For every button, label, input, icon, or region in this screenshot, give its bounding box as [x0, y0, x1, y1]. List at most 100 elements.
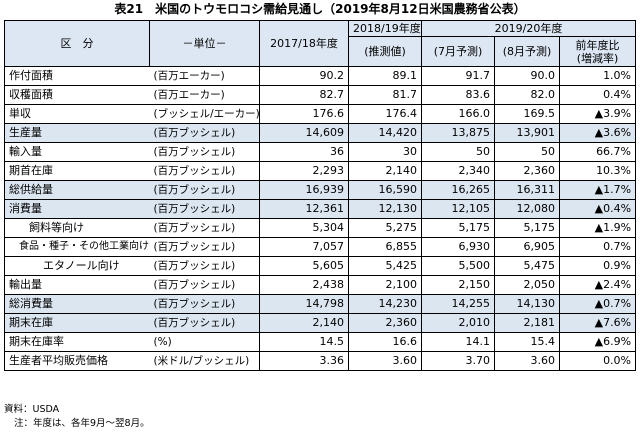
value-2018: 6,855	[348, 237, 422, 257]
change-label-2: (増減率)	[576, 51, 619, 65]
row-label: エタノール向け	[4, 256, 150, 276]
table-row: 食品・種子・その他工業向け (百万ブッシェル) 7,057 6,855 6,93…	[4, 237, 637, 257]
value-jul: 2,010	[421, 313, 495, 333]
value-jul: 166.0	[421, 104, 495, 124]
change-label-1: 前年度比	[575, 38, 620, 52]
header-row-1: 区 分 －単位－ 2017/18年度 2018/19年度 2019/20年度	[4, 20, 637, 67]
subheader-aug-forecast: (8月予測)	[494, 36, 560, 67]
row-label: 食品・種子・その他工業向け	[4, 237, 150, 257]
value-change: ▲3.6%	[558, 123, 637, 143]
kubun-header: 区 分	[4, 20, 150, 67]
value-jul: 2,340	[421, 161, 495, 181]
row-unit: (百万エーカー)	[149, 85, 260, 105]
table-row: 単収 (ブッシェル/エーカー) 176.6 176.4 166.0 169.5 …	[4, 104, 637, 124]
value-jul: 14.1	[421, 332, 495, 352]
header-2017: 2017/18年度	[259, 20, 349, 67]
value-jul: 83.6	[421, 85, 495, 105]
value-jul: 13,875	[421, 123, 495, 143]
table-row: 消費量 (百万ブッシェル) 12,361 12,130 12,105 12,08…	[4, 199, 637, 219]
value-2017: 36	[259, 142, 349, 162]
row-unit: (百万ブッシェル)	[149, 142, 260, 162]
value-jul: 3.70	[421, 351, 495, 371]
value-change: ▲7.6%	[558, 313, 637, 333]
header-row-2: (推測値) (7月予測) (8月予測) 前年度比 (増減率)	[5, 36, 637, 67]
value-change: 0.0%	[558, 351, 637, 371]
row-unit: (百万ブッシェル)	[149, 275, 260, 295]
subheader-2018-estimate: (推測値)	[348, 36, 422, 67]
header-2019: 2019/20年度	[420, 20, 637, 37]
value-2017: 82.7	[259, 85, 349, 105]
value-change: ▲1.7%	[558, 180, 637, 200]
table-row: 期末在庫 (百万ブッシェル) 2,140 2,360 2,010 2,181 ▲…	[4, 313, 637, 333]
value-2017: 176.6	[259, 104, 349, 124]
row-unit: (ブッシェル/エーカー)	[149, 104, 260, 124]
subheader-jul-forecast: (7月予測)	[421, 36, 495, 67]
row-label: 単収	[4, 104, 150, 124]
row-unit: (百万ブッシェル)	[149, 294, 260, 314]
value-aug: 2,181	[494, 313, 560, 333]
row-label: 期末在庫	[4, 313, 150, 333]
value-jul: 91.7	[421, 66, 495, 86]
value-2017: 5,605	[259, 256, 349, 276]
value-2018: 81.7	[348, 85, 422, 105]
source-note: 資料：USDA	[4, 404, 60, 415]
value-2018: 5,275	[348, 218, 422, 238]
value-2017: 90.2	[259, 66, 349, 86]
value-change: ▲0.4%	[558, 199, 637, 219]
table-row: 作付面積 (百万エーカー) 90.2 89.1 91.7 90.0 1.0%	[4, 66, 637, 86]
value-change: ▲1.9%	[558, 218, 637, 238]
table-row: 総消費量 (百万ブッシェル) 14,798 14,230 14,255 14,1…	[4, 294, 637, 314]
value-2018: 89.1	[348, 66, 422, 86]
value-change: 0.4%	[558, 85, 637, 105]
value-2017: 2,293	[259, 161, 349, 181]
value-aug: 169.5	[494, 104, 560, 124]
value-jul: 16,265	[421, 180, 495, 200]
value-2018: 14,230	[348, 294, 422, 314]
row-unit: (百万ブッシェル)	[149, 218, 260, 238]
value-change: ▲0.7%	[558, 294, 637, 314]
row-unit: (百万ブッシェル)	[149, 237, 260, 257]
value-jul: 2,150	[421, 275, 495, 295]
supply-demand-table: 区 分 －単位－ 2017/18年度 2018/19年度 2019/20年度 (…	[4, 20, 637, 371]
value-2017: 14.5	[259, 332, 349, 352]
table-title: 表21 米国のトウモロコシ需給見通し（2019年8月12日米国農務省公表）	[114, 2, 526, 16]
value-jul: 6,930	[421, 237, 495, 257]
row-unit: (百万ブッシェル)	[149, 123, 260, 143]
table-row: 輸出量 (百万ブッシェル) 2,438 2,100 2,150 2,050 ▲2…	[4, 275, 637, 295]
row-label: 期末在庫率	[4, 332, 150, 352]
value-jul: 50	[421, 142, 495, 162]
row-label: 生産者平均販売価格	[4, 351, 150, 371]
value-aug: 13,901	[494, 123, 560, 143]
table-row: 期首在庫 (百万ブッシェル) 2,293 2,140 2,340 2,360 1…	[4, 161, 637, 181]
value-jul: 12,105	[421, 199, 495, 219]
row-unit: (百万ブッシェル)	[149, 313, 260, 333]
table-row: 収穫面積 (百万エーカー) 82.7 81.7 83.6 82.0 0.4%	[4, 85, 637, 105]
table-row: 輸入量 (百万ブッシェル) 36 30 50 50 66.7%	[4, 142, 637, 162]
value-2018: 2,100	[348, 275, 422, 295]
row-label: 総供給量	[4, 180, 150, 200]
value-aug: 2,050	[494, 275, 560, 295]
value-aug: 5,475	[494, 256, 560, 276]
row-label: 生産量	[4, 123, 150, 143]
value-2017: 14,609	[259, 123, 349, 143]
row-unit: (百万ブッシェル)	[149, 256, 260, 276]
value-aug: 90.0	[494, 66, 560, 86]
row-label: 収穫面積	[4, 85, 150, 105]
value-aug: 50	[494, 142, 560, 162]
table-row: 生産量 (百万ブッシェル) 14,609 14,420 13,875 13,90…	[4, 123, 637, 143]
value-2018: 3.60	[348, 351, 422, 371]
row-unit: (百万ブッシェル)	[149, 180, 260, 200]
value-aug: 6,905	[494, 237, 560, 257]
value-2017: 12,361	[259, 199, 349, 219]
value-change: ▲3.9%	[558, 104, 637, 124]
value-2018: 16.6	[348, 332, 422, 352]
row-unit: (%)	[149, 332, 260, 352]
row-label: 作付面積	[4, 66, 150, 86]
value-2017: 5,304	[259, 218, 349, 238]
value-jul: 14,255	[421, 294, 495, 314]
table-row: 期末在庫率 (%) 14.5 16.6 14.1 15.4 ▲6.9%	[4, 332, 637, 352]
value-2018: 2,360	[348, 313, 422, 333]
value-2018: 16,590	[348, 180, 422, 200]
table-row: 生産者平均販売価格 (米ドル/ブッシェル) 3.36 3.60 3.70 3.6…	[4, 351, 637, 371]
value-2017: 14,798	[259, 294, 349, 314]
